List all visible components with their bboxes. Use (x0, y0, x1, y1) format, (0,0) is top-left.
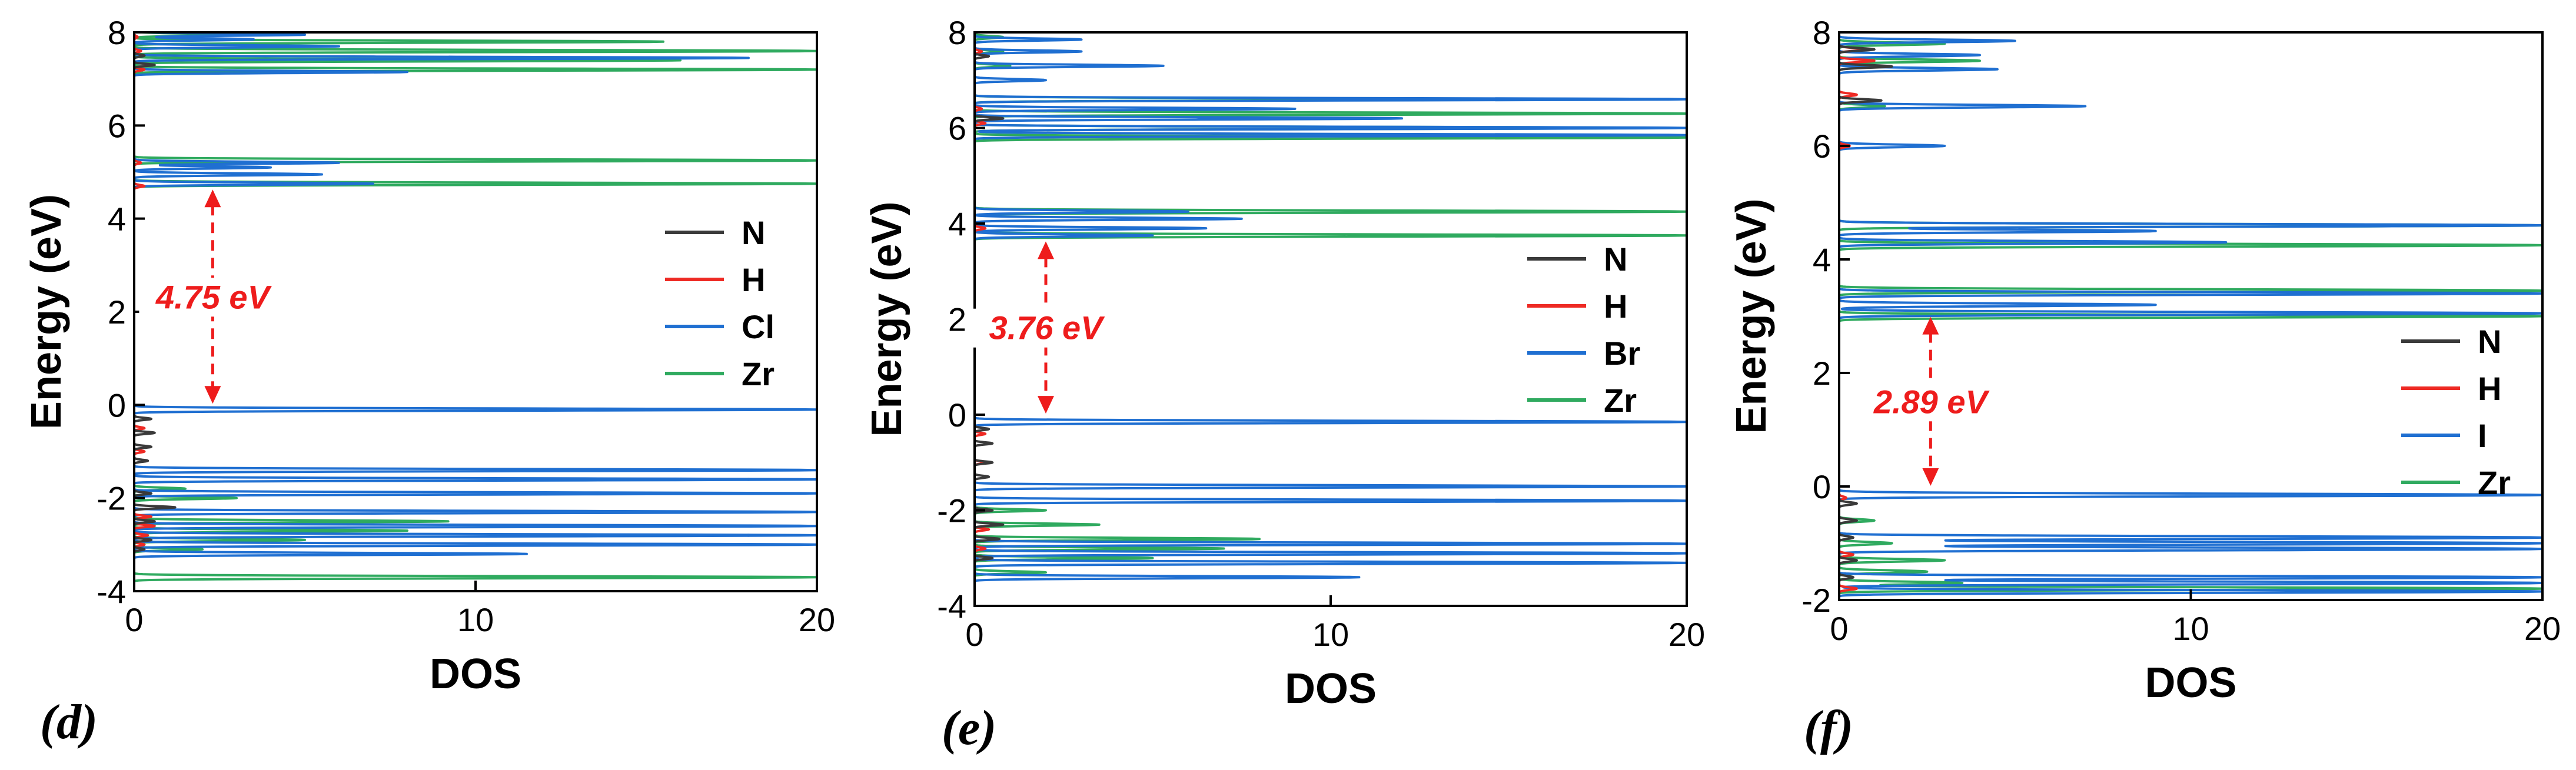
y-axis-label: Energy (eV) (1728, 198, 1775, 434)
gap-value-label: 4.75 eV (155, 278, 272, 315)
y-axis-label: Energy (eV) (23, 194, 70, 429)
x-axis-label: DOS (430, 651, 521, 698)
series-zr-line (134, 32, 817, 591)
y-tick-label: 4 (948, 205, 966, 242)
x-tick-label: 10 (1312, 616, 1349, 653)
y-tick-label: 0 (108, 386, 126, 424)
gap-arrow-head-bottom (204, 386, 221, 404)
y-tick-label: 0 (1813, 468, 1831, 505)
y-tick-label: 8 (1813, 14, 1831, 51)
x-tick-label: 20 (2524, 610, 2561, 647)
gap-arrow-head-top (204, 189, 221, 208)
legend: NH Br Zr (1527, 241, 1640, 419)
gap-value-label: 3.76 eV (989, 309, 1105, 346)
y-tick-label: -4 (937, 588, 966, 625)
y-tick-label: -4 (97, 573, 126, 610)
gap-arrow-head-bottom (1038, 396, 1054, 414)
x-tick-label: 0 (125, 601, 143, 638)
legend-label-n: N (2478, 323, 2501, 360)
y-tick-label: 8 (108, 14, 126, 51)
legend-label-zr: Zr (1604, 382, 1637, 419)
y-tick-label: -2 (1801, 582, 1831, 619)
legend-label-br: Br (1604, 335, 1640, 372)
y-tick-label: 2 (108, 294, 126, 331)
legend-label-n: N (742, 214, 765, 251)
y-tick-label: 4 (1813, 241, 1831, 278)
y-tick-label: 2 (948, 301, 966, 338)
dos-panel-d: -4 -2 0 2 4 6 8 0 10 20 DOS Energy (eV) 4.75 eV NH Cl Z… (23, 14, 835, 749)
legend-label-h: H (1604, 288, 1627, 325)
x-tick-label: 20 (799, 601, 835, 638)
gap-label-backing (972, 308, 1119, 348)
legend-label-n: N (1604, 241, 1627, 278)
panel-label: (e) (942, 701, 996, 755)
gap-arrow-head-top (1038, 241, 1054, 259)
legend-label-i: I (2478, 417, 2487, 454)
y-tick-label: -2 (97, 480, 126, 517)
x-axis-label: DOS (2145, 659, 2236, 706)
dos-curves (1839, 32, 2542, 600)
gap-value-label: 2.89 eV (1873, 383, 1990, 420)
dos-curves (134, 32, 817, 591)
gap-arrow-head-bottom (1922, 468, 1939, 486)
gap-label-backing (1857, 382, 2005, 422)
x-tick-label: 0 (965, 616, 983, 653)
series-n-line (975, 32, 1005, 606)
x-axis-label: DOS (1285, 665, 1377, 712)
dos-panel-e: -4 -2 0 2 4 6 8 0 10 20 DOS Energy (eV) 3.76 eV NH Br Z… (863, 14, 1705, 755)
legend-label-zr: Zr (742, 355, 775, 392)
y-tick-label: 6 (948, 110, 966, 147)
y-tick-label: -2 (937, 492, 966, 529)
legend: NHI Zr (2401, 323, 2511, 501)
series-n-line (1839, 32, 1893, 600)
y-tick-label: 6 (108, 107, 126, 144)
legend: NH Cl Zr (665, 214, 775, 392)
legend-label-cl: Cl (742, 308, 775, 345)
gap-label-backing (139, 278, 287, 317)
panel-label: (f) (1804, 701, 1853, 755)
y-tick-label: 4 (108, 201, 126, 238)
panel-label: (d) (40, 695, 98, 749)
legend-label-h: H (742, 261, 765, 298)
legend-label-h: H (2478, 370, 2501, 407)
legend-label-zr: Zr (2478, 464, 2511, 501)
y-tick-label: 8 (948, 14, 966, 51)
x-tick-label: 0 (1830, 610, 1848, 647)
gap-arrow-head-top (1922, 316, 1939, 335)
y-tick-label: 0 (948, 396, 966, 434)
y-tick-label: 2 (1813, 355, 1831, 392)
y-axis-label: Energy (eV) (863, 201, 910, 436)
y-tick-label: 6 (1813, 128, 1831, 165)
x-tick-label: 10 (457, 601, 494, 638)
dos-curves (975, 32, 1687, 606)
x-tick-label: 20 (1668, 616, 1705, 653)
series-i-line (1839, 32, 2542, 600)
x-tick-label: 10 (2172, 610, 2209, 647)
